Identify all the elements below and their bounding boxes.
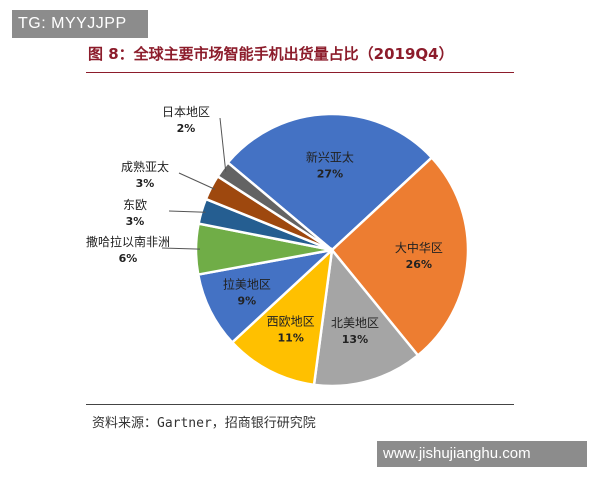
slice-value-label: 3%	[136, 177, 155, 190]
pie-slice	[226, 112, 434, 252]
slice-value-label: 11%	[278, 332, 304, 345]
leader-line	[219, 117, 227, 172]
slice-value-label: 6%	[119, 252, 138, 265]
pie-slice	[230, 246, 334, 387]
leader-line	[178, 172, 216, 190]
slice-value-label: 2%	[177, 122, 196, 135]
slice-label: 新兴亚太	[306, 150, 354, 165]
slice-label: 大中华区	[395, 240, 443, 255]
title-rule	[86, 72, 514, 73]
slice-label: 西欧地区	[267, 315, 315, 329]
pie-slice	[330, 155, 470, 358]
slice-label: 撒哈拉以南非洲	[86, 234, 170, 249]
leader-line	[168, 210, 206, 213]
slice-value-label: 27%	[317, 168, 343, 181]
source-rule	[86, 404, 514, 405]
chart-title: 图 8：全球主要市场智能手机出货量占比（2019Q4）	[88, 45, 454, 63]
slice-label: 东欧	[123, 198, 147, 212]
slice-value-label: 26%	[406, 258, 432, 271]
slice-value-label: 3%	[126, 215, 145, 228]
slice-value-label: 9%	[238, 295, 257, 308]
tg-badge: TG: MYYJJPP	[12, 10, 148, 38]
slice-label: 拉美地区	[223, 277, 271, 292]
slice-label: 北美地区	[331, 316, 379, 330]
pie-slice	[312, 246, 420, 388]
slice-label: 成熟亚太	[121, 159, 169, 174]
source-note: 资料来源：Gartner，招商银行研究院	[92, 416, 316, 431]
watermark: www.jishujianghu.com	[377, 441, 587, 467]
pie-slice	[215, 160, 333, 252]
slice-label: 日本地区	[162, 105, 210, 119]
slice-value-label: 13%	[342, 333, 368, 346]
leader-line	[161, 247, 201, 250]
